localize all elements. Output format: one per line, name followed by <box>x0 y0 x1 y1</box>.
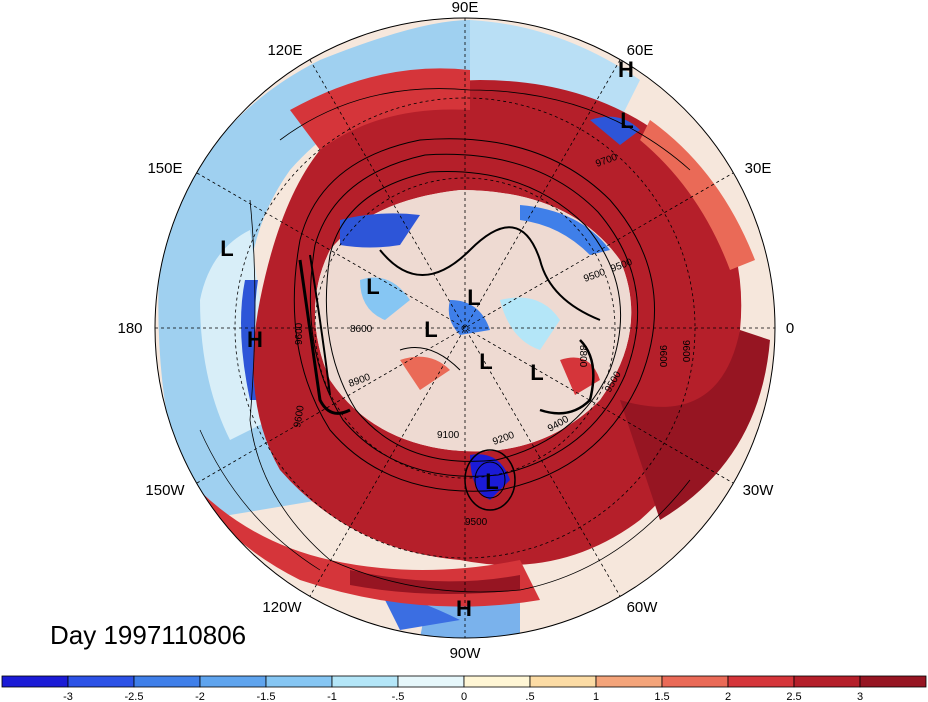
colorbar-tick-label: 0 <box>461 691 467 702</box>
colorbar-swatch <box>133 675 201 688</box>
pressure-center-low: L <box>485 469 498 494</box>
pressure-center-low: L <box>530 360 543 385</box>
lon-label-90w: 90W <box>450 645 482 662</box>
colorbar-tick-label: 2 <box>725 691 731 702</box>
colorbar-swatch <box>265 675 333 688</box>
lon-label-180: 180 <box>117 320 142 337</box>
lon-label-150w: 150W <box>145 482 185 499</box>
pressure-center-high: H <box>618 57 634 82</box>
colorbar-tick-labels: -3 -2.5 -2 -1.5 -1 -.5 0 .5 1 1.5 2 2.5 3 <box>63 691 863 702</box>
colorbar-swatch <box>67 675 135 688</box>
lon-label-0: 0 <box>786 320 794 337</box>
colorbar-tick-label: -.5 <box>392 691 405 702</box>
colorbar-tick-label: -3 <box>63 691 73 702</box>
contour-label: 9600 <box>680 340 691 363</box>
pressure-center-low: L <box>620 108 633 133</box>
colorbar-tick-label: 3 <box>857 691 863 702</box>
colorbar-swatch <box>199 675 267 688</box>
colorbar-tick-label: 1 <box>593 691 599 702</box>
contour-label: 9500 <box>465 517 488 528</box>
colorbar-swatch <box>463 675 531 688</box>
colorbar-swatch <box>727 675 795 688</box>
colorbar-swatch <box>529 675 597 688</box>
colorbar-tick-label: -1.5 <box>257 691 276 702</box>
lon-label-90e: 90E <box>452 0 479 16</box>
pressure-center-low: L <box>467 285 480 310</box>
lon-label-120e: 120E <box>267 42 302 59</box>
contour-label: 8600 <box>350 324 373 335</box>
colorbar-tick-label: 1.5 <box>654 691 669 702</box>
colorbar-swatch <box>397 675 465 688</box>
colorbar-swatch <box>859 675 927 688</box>
lon-label-120w: 120W <box>262 599 302 616</box>
lon-label-30w: 30W <box>743 482 775 499</box>
colorbar-tick-label: 2.5 <box>786 691 801 702</box>
lon-label-30e: 30E <box>745 160 772 177</box>
colorbar-tick-label: -1 <box>327 691 337 702</box>
contour-label: 9600 <box>294 322 305 345</box>
lon-label-60w: 60W <box>627 599 659 616</box>
colorbar: -3 -2.5 -2 -1.5 -1 -.5 0 .5 1 1.5 2 2.5 3 <box>1 675 927 702</box>
lon-label-60e: 60E <box>627 42 654 59</box>
colorbar-tick-label: -2 <box>195 691 205 702</box>
graticule <box>155 18 775 638</box>
colorbar-swatch <box>1 675 69 688</box>
contour-lines <box>199 88 691 593</box>
colorbar-tick-label: .5 <box>525 691 534 702</box>
pressure-centers: H L L H L L L L L L H <box>220 57 634 621</box>
pressure-center-high: H <box>456 596 472 621</box>
pressure-center-high: H <box>247 327 263 352</box>
pressure-center-low: L <box>424 317 437 342</box>
pressure-center-low: L <box>479 349 492 374</box>
contour-label: 9600 <box>292 404 307 428</box>
colorbar-swatch <box>595 675 663 688</box>
colorbar-swatch <box>661 675 729 688</box>
longitude-labels: 90E 60E 120E 30E 150E 180 0 150W 30W 120… <box>117 0 794 662</box>
map-title: Day 1997110806 <box>50 620 247 650</box>
contour-label: 9600 <box>657 345 668 368</box>
pressure-center-low: L <box>366 274 379 299</box>
lon-label-150e: 150E <box>147 160 182 177</box>
colorbar-tick-label: -2.5 <box>125 691 144 702</box>
colorbar-swatch <box>793 675 861 688</box>
contour-label: 8800 <box>577 345 588 368</box>
pressure-center-low: L <box>220 236 233 261</box>
contour-label: 9100 <box>437 430 460 441</box>
colorbar-swatches <box>1 675 927 688</box>
colorbar-swatch <box>331 675 399 688</box>
